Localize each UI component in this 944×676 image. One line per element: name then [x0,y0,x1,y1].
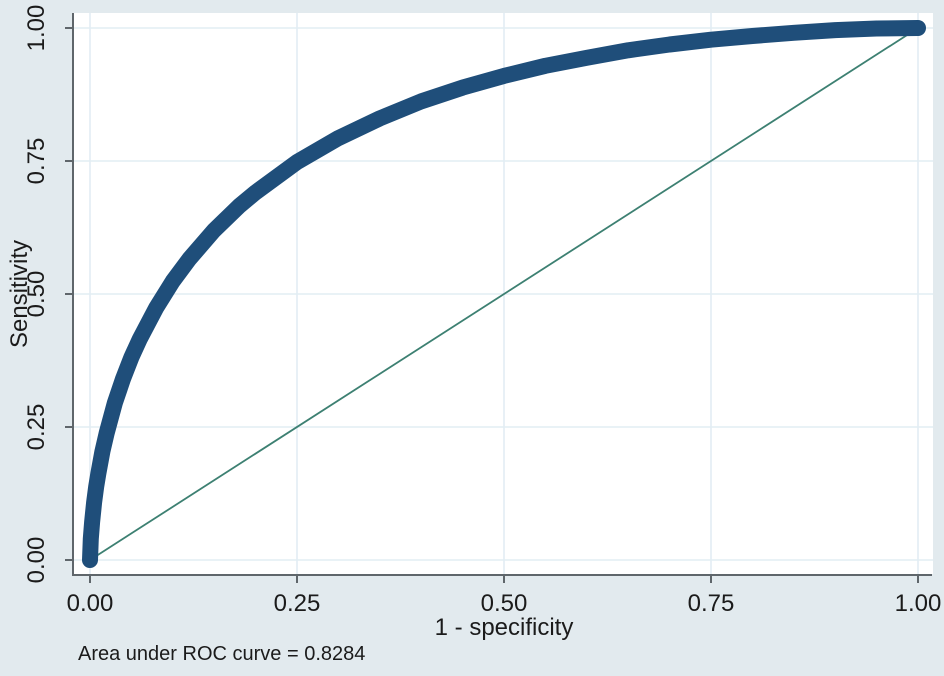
reference-line [89,27,919,561]
x-tick-label: 0.75 [688,590,735,617]
x-tick-label: 0.00 [67,590,114,617]
x-tick-label: 1.00 [895,590,942,617]
y-tick-label: 1.00 [23,5,50,52]
x-axis-title: 1 - specificity [434,614,574,641]
y-tick-label: 0.50 [23,271,50,318]
y-tick-label: 0.75 [23,138,50,185]
roc-curve [82,20,926,568]
y-tick-label: 0.25 [23,404,50,451]
auc-caption: Area under ROC curve = 0.8284 [78,643,366,665]
y-tick-label: 0.00 [23,537,50,584]
x-tick-label: 0.50 [481,590,528,617]
x-tick-label: 0.25 [274,590,321,617]
y-axis-title: Sensitivity [6,239,33,349]
